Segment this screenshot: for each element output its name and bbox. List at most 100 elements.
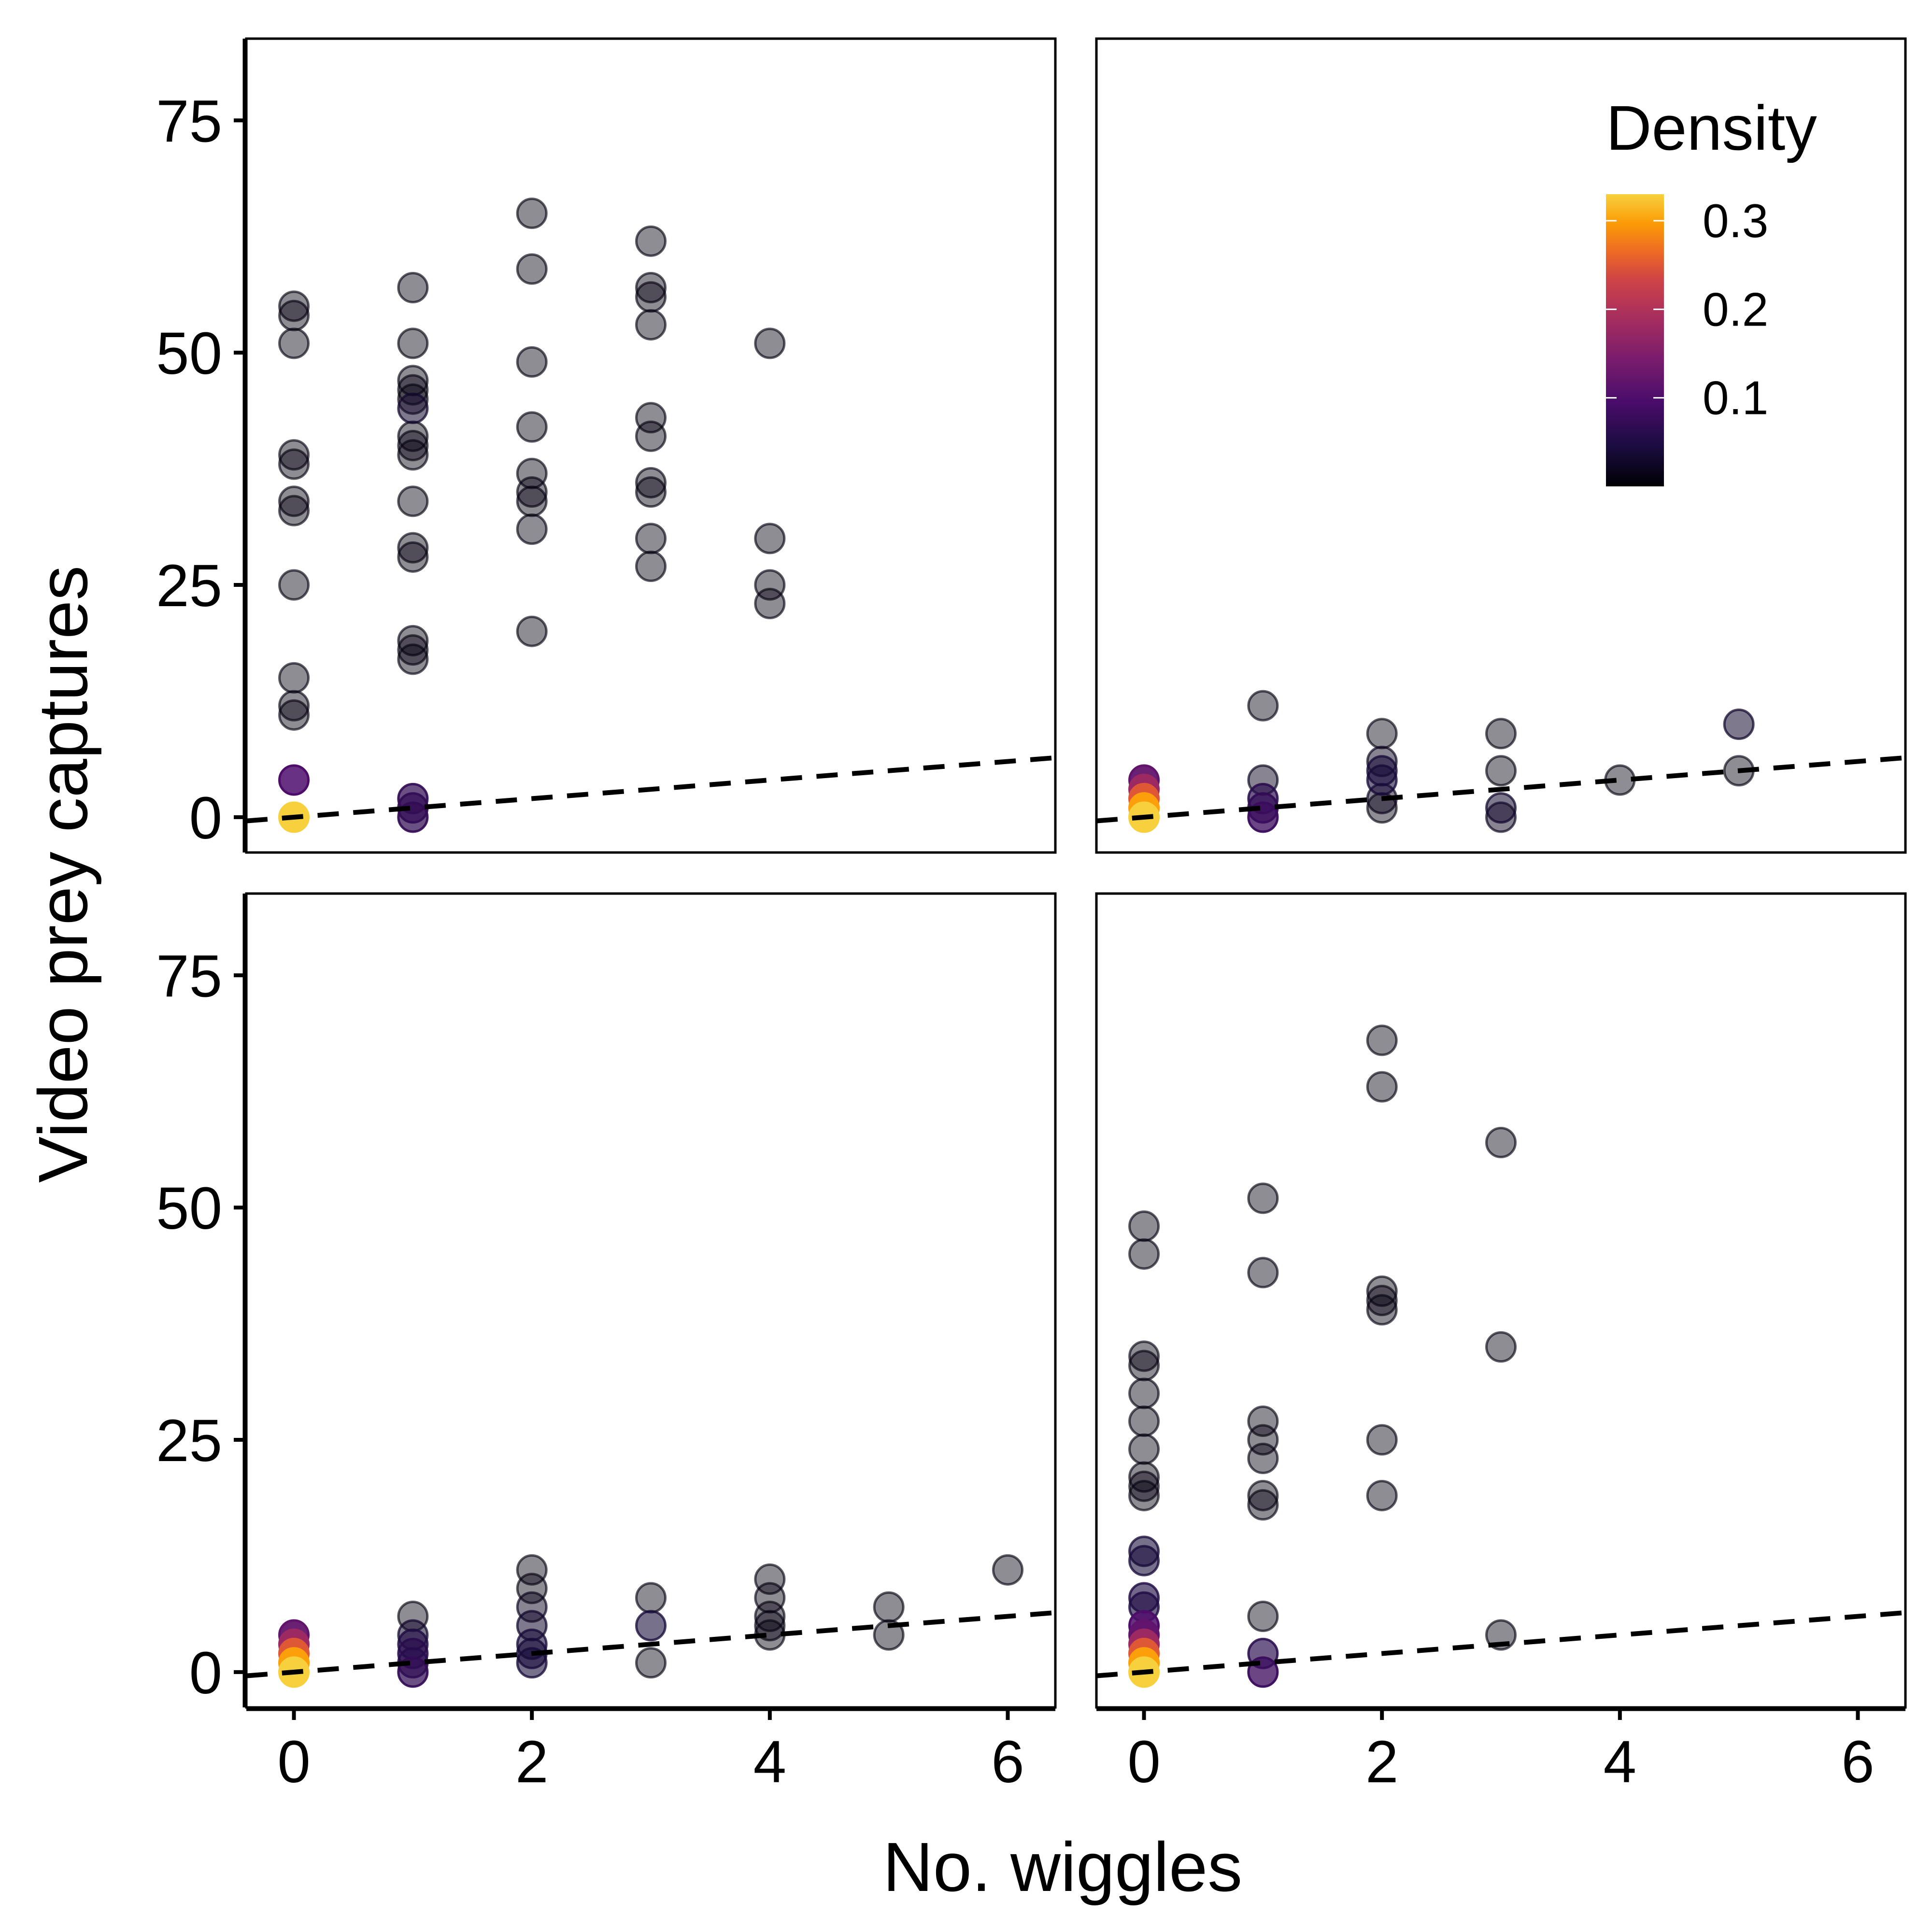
data-point [1128, 1433, 1160, 1465]
data-point [1128, 1340, 1160, 1372]
data-point [754, 327, 786, 359]
data-point [1128, 1238, 1160, 1270]
data-point [635, 467, 667, 498]
panel-top-left [245, 37, 1057, 854]
data-point [1366, 1024, 1398, 1056]
reference-line [246, 755, 1056, 824]
y-tick-label: 0 [189, 1640, 222, 1706]
reference-line [1096, 1610, 1906, 1678]
data-point [278, 290, 310, 322]
data-point [635, 281, 667, 313]
data-points [278, 1554, 1023, 1688]
legend-tick-label: 0.3 [1703, 194, 1768, 247]
data-point [278, 699, 310, 731]
data-point [1366, 1071, 1398, 1103]
data-point [516, 1647, 548, 1679]
legend-ticks: 0.1 0.2 0.3 [1606, 194, 1768, 425]
data-point [635, 523, 667, 554]
data-point [873, 1591, 905, 1623]
panel-bottom-right [1095, 892, 1907, 1709]
data-point [635, 476, 667, 508]
data-point [635, 1647, 667, 1679]
y-tick-label: 50 [156, 321, 222, 387]
data-point [516, 513, 548, 545]
data-point [516, 615, 548, 647]
data-point [635, 551, 667, 582]
data-point [1485, 1331, 1517, 1363]
data-point [754, 1610, 786, 1642]
panel-top-right [1095, 37, 1907, 854]
data-point [1366, 1294, 1398, 1326]
panels-layer [245, 37, 1907, 1709]
data-point [1128, 1406, 1160, 1437]
data-point [1366, 1424, 1398, 1456]
data-point [635, 309, 667, 341]
data-point [873, 1619, 905, 1651]
x-tick-label: 4 [753, 1729, 786, 1795]
y-tick-label: 25 [156, 553, 222, 619]
data-point [635, 272, 667, 304]
data-point [397, 430, 429, 461]
panel-bottom-left [245, 892, 1057, 1709]
legend-tick-label: 0.1 [1703, 371, 1768, 425]
axes-layer: 0 25 50 75 0 25 50 75 0 2 4 6 0 2 4 6 [156, 39, 1905, 1795]
data-point [635, 225, 667, 257]
data-point [1485, 718, 1517, 750]
data-point [1366, 718, 1398, 750]
data-point [992, 1554, 1023, 1586]
y-tick-label: 75 [156, 88, 222, 155]
data-point [397, 485, 429, 517]
x-tick-label: 0 [1127, 1729, 1160, 1795]
data-point [1366, 764, 1398, 796]
data-point [1128, 1545, 1160, 1577]
y-tick-label: 50 [156, 1176, 222, 1242]
y-tick-label: 0 [189, 785, 222, 852]
data-point [278, 439, 310, 471]
data-point [278, 327, 310, 359]
data-point [516, 346, 548, 378]
data-point [1247, 690, 1279, 722]
data-point [516, 476, 548, 508]
data-point [278, 662, 310, 694]
data-point [516, 485, 548, 517]
data-point [1128, 1479, 1160, 1511]
x-tick-label: 0 [277, 1729, 310, 1795]
data-point [397, 643, 429, 675]
data-point [278, 690, 310, 722]
x-tick-label: 2 [515, 1729, 548, 1795]
data-point [1128, 1470, 1160, 1502]
x-tick-label: 2 [1365, 1729, 1398, 1795]
data-point [754, 523, 786, 554]
y-axis-title: Video prey captures [24, 566, 102, 1183]
data-point [635, 1582, 667, 1614]
x-axis-title: No. wiggles [883, 1828, 1242, 1906]
data-point [397, 532, 429, 564]
data-point [1128, 1378, 1160, 1409]
data-point [397, 327, 429, 359]
x-tick-label: 4 [1604, 1729, 1636, 1795]
data-point [1485, 1127, 1517, 1159]
data-point [516, 198, 548, 229]
data-point [1247, 1489, 1279, 1521]
data-point [635, 420, 667, 452]
reference-line [1096, 755, 1906, 824]
data-point [1247, 1182, 1279, 1214]
density-legend: Density 0.1 0.2 0.3 [1606, 92, 1817, 486]
data-points [1128, 690, 1755, 833]
data-point [278, 448, 310, 480]
data-point [1128, 1350, 1160, 1381]
legend-tick-label: 0.2 [1703, 283, 1768, 336]
data-point [1247, 1600, 1279, 1632]
data-points [278, 198, 786, 833]
data-point [1247, 1257, 1279, 1289]
data-point [1723, 709, 1755, 740]
data-points [1128, 1024, 1517, 1688]
data-point [1366, 1285, 1398, 1316]
data-point [1366, 1479, 1398, 1511]
panel-border [245, 37, 1057, 854]
y-tick-label: 25 [156, 1408, 222, 1474]
data-point [278, 764, 310, 796]
panel-border [245, 892, 1057, 1709]
data-point [516, 411, 548, 443]
